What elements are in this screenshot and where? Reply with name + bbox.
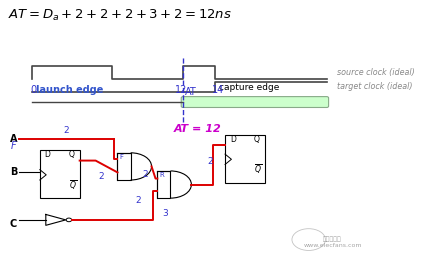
Text: F: F [11,141,17,151]
Text: $\overline{Q}$: $\overline{Q}$ [68,179,76,192]
Text: Q: Q [68,150,74,160]
Text: launch edge: launch edge [36,85,103,96]
Text: A: A [10,134,17,143]
Text: $\overline{Q}$: $\overline{Q}$ [254,163,262,176]
Text: 2: 2 [99,172,105,181]
Text: 2: 2 [142,170,148,179]
Text: 14: 14 [212,85,224,95]
Text: capture edge: capture edge [219,83,280,92]
Text: 电子发烧友
www.elecfans.com: 电子发烧友 www.elecfans.com [303,236,362,248]
Circle shape [66,218,72,222]
Text: 2: 2 [64,126,69,135]
Text: source clock (ideal): source clock (ideal) [337,68,414,77]
Text: Q: Q [254,135,260,144]
Text: B: B [10,167,17,177]
Bar [225,135,265,183]
Text: 0: 0 [31,85,37,95]
Bar [40,150,79,198]
Text: 12: 12 [175,85,187,95]
Text: target clock (ideal): target clock (ideal) [337,82,412,91]
Text: $AT = D_a + 2 + 2 + 2 + 3 + 2 = 12ns$: $AT = D_a + 2 + 2 + 2 + 3 + 2 = 12ns$ [8,8,232,23]
Text: AT = 12: AT = 12 [173,124,221,134]
Bar [117,153,130,180]
Text: R: R [159,172,164,178]
Text: D: D [45,150,51,160]
Text: AT: AT [185,87,197,97]
Text: C: C [10,219,17,229]
Text: 2: 2 [136,196,142,205]
Text: 2: 2 [207,157,213,167]
Text: 3: 3 [162,209,168,218]
Text: D: D [230,135,236,144]
FancyBboxPatch shape [181,97,329,107]
Text: F: F [119,154,123,160]
Bar [157,171,170,198]
